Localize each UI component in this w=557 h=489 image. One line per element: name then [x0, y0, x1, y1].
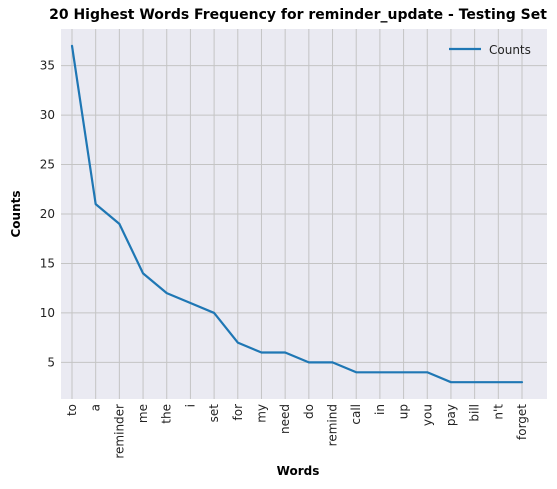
x-tick-label: call	[349, 404, 363, 425]
y-tick-label: 35	[40, 59, 55, 73]
y-axis-label: Counts	[9, 190, 23, 237]
x-tick-label: set	[207, 404, 221, 423]
y-tick-label: 25	[40, 158, 55, 172]
x-tick-label: do	[302, 404, 316, 419]
x-axis-label: Words	[277, 464, 320, 478]
x-tick-label: a	[89, 404, 103, 411]
y-tick-label: 10	[40, 306, 55, 320]
x-axis-ticks: to a reminder me the i set for my need do remind cal…	[65, 404, 529, 459]
y-tick-label: 15	[40, 256, 55, 270]
x-tick-label: the	[160, 404, 174, 424]
legend: Counts	[449, 43, 531, 57]
x-tick-label: i	[183, 404, 197, 407]
x-tick-label: n't	[491, 404, 505, 420]
y-tick-label: 20	[40, 207, 55, 221]
x-tick-label: you	[420, 404, 434, 426]
y-tick-label: 5	[47, 355, 55, 369]
x-tick-label: in	[373, 404, 387, 415]
y-axis-ticks: 5 10 15 20 25 30 35	[40, 59, 55, 370]
x-tick-label: pay	[444, 404, 458, 426]
x-tick-label: my	[254, 404, 268, 423]
x-tick-label: remind	[326, 404, 340, 446]
x-tick-label: bill	[468, 404, 482, 422]
x-tick-label: reminder	[112, 404, 126, 459]
x-tick-label: need	[278, 404, 292, 434]
legend-label-counts: Counts	[489, 43, 531, 57]
y-tick-label: 30	[40, 108, 55, 122]
x-tick-label: to	[65, 404, 79, 416]
x-tick-label: up	[397, 404, 411, 419]
series-line-counts	[70, 44, 524, 384]
grid	[61, 29, 547, 399]
x-tick-label: forget	[515, 404, 529, 440]
x-tick-label: for	[231, 404, 245, 421]
chart-title: 20 Highest Words Frequency for reminder_…	[49, 7, 547, 23]
x-tick-label: me	[136, 404, 150, 423]
